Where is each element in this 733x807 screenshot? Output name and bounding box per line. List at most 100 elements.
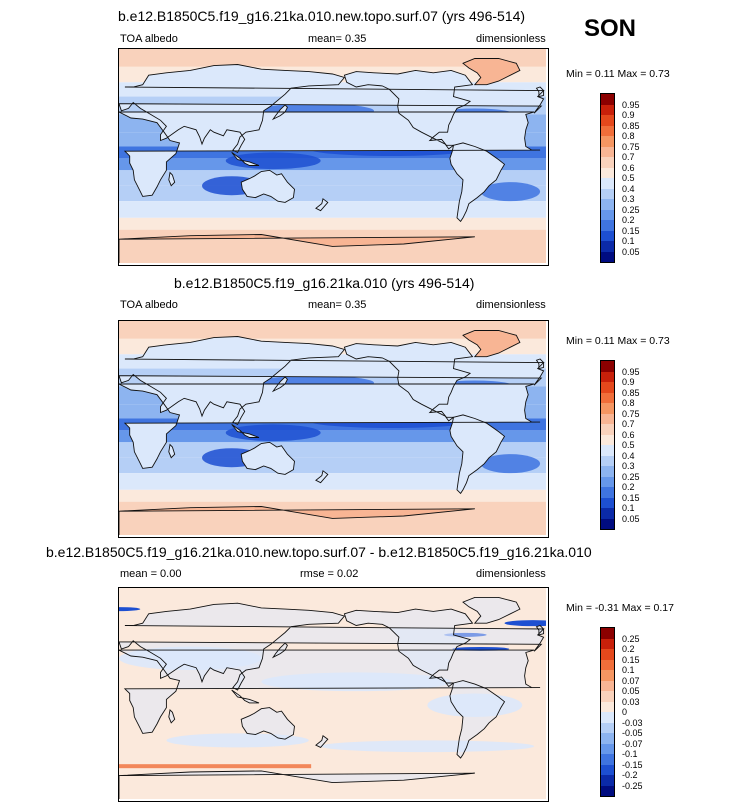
panel1-map: [118, 48, 549, 266]
colorbar-tick-label: 0.3: [622, 461, 635, 471]
colorbar-swatch: [601, 712, 614, 723]
colorbar-swatch: [601, 659, 614, 670]
panel2-units-label: dimensionless: [476, 299, 546, 311]
colorbar-tick-label: -0.03: [622, 717, 643, 728]
panel3-units-label: dimensionless: [476, 568, 546, 580]
colorbar-tick-label: 0.05: [622, 686, 640, 696]
colorbar-tick-label: 0.1: [622, 503, 635, 513]
colorbar-swatch: [601, 188, 614, 199]
colorbar-swatch: [601, 466, 614, 477]
panel1-mean-label: mean= 0.35: [308, 33, 367, 45]
panel2-colorbar: [600, 360, 615, 530]
colorbar-tick-label: 0.7: [622, 152, 635, 162]
colorbar-swatch: [601, 638, 614, 649]
colorbar-swatch: [601, 361, 614, 372]
colorbar-swatch: [601, 455, 614, 466]
colorbar-swatch: [601, 136, 614, 147]
panel1-colorbar: [600, 93, 615, 263]
colorbar-swatch: [601, 125, 614, 136]
colorbar-swatch: [601, 230, 614, 241]
colorbar-swatch: [601, 743, 614, 754]
panel3-colorbar: [600, 627, 615, 797]
colorbar-swatch: [601, 241, 614, 252]
colorbar-swatch: [601, 178, 614, 189]
colorbar-tick-label: -0.15: [622, 759, 643, 770]
colorbar-swatch: [601, 220, 614, 231]
panel2-minmax: Min = 0.11 Max = 0.73: [566, 335, 670, 347]
colorbar-swatch: [601, 392, 614, 403]
panel2-mean-label: mean= 0.35: [308, 299, 367, 311]
colorbar-tick-label: -0.1: [622, 749, 638, 759]
colorbar-swatch: [601, 722, 614, 733]
colorbar-swatch: [601, 413, 614, 424]
colorbar-tick-label: 0.1: [622, 665, 635, 675]
colorbar-swatch: [601, 434, 614, 445]
colorbar-tick-label: 0.05: [622, 246, 640, 257]
panel2-variable-label: TOA albedo: [120, 299, 178, 311]
colorbar-tick-label: 0.3: [622, 194, 635, 204]
colorbar-tick-label: 0.85: [622, 387, 640, 398]
colorbar-swatch: [601, 209, 614, 220]
panel1-title: b.e12.B1850C5.f19_g16.21ka.010.new.topo.…: [118, 8, 526, 24]
colorbar-tick-label: 0.15: [622, 225, 640, 236]
colorbar-tick-label: 0.9: [622, 110, 635, 120]
colorbar-swatch: [601, 701, 614, 712]
colorbar-tick-label: 0.05: [622, 513, 640, 524]
colorbar-swatch: [601, 94, 614, 105]
colorbar-swatch: [601, 157, 614, 168]
colorbar-tick-label: 0.5: [622, 173, 635, 183]
panel1-units-label: dimensionless: [476, 33, 546, 45]
colorbar-swatch: [601, 251, 614, 262]
panel1-minmax: Min = 0.11 Max = 0.73: [566, 68, 670, 80]
colorbar-tick-label: 0.25: [622, 204, 640, 215]
colorbar-swatch: [601, 775, 614, 786]
colorbar-swatch: [601, 691, 614, 702]
colorbar-tick-label: 0.6: [622, 429, 635, 440]
panel2-title: b.e12.B1850C5.f19_g16.21ka.010 (yrs 496-…: [174, 275, 475, 291]
colorbar-swatch: [601, 445, 614, 456]
colorbar-tick-label: 0.2: [622, 215, 635, 225]
colorbar-tick-label: 0.9: [622, 377, 635, 387]
panel2-map: [118, 320, 549, 538]
colorbar-tick-label: -0.05: [622, 728, 643, 738]
colorbar-tick-label: 0.03: [622, 696, 640, 707]
colorbar-swatch: [601, 670, 614, 681]
colorbar-tick-label: 0.95: [622, 99, 640, 110]
colorbar-tick-label: -0.25: [622, 780, 643, 791]
colorbar-tick-label: 0.4: [622, 450, 635, 461]
panel3-mean-label: mean = 0.00: [120, 568, 182, 580]
colorbar-swatch: [601, 424, 614, 435]
colorbar-swatch: [601, 403, 614, 414]
colorbar-swatch: [601, 649, 614, 660]
colorbar-swatch: [601, 764, 614, 775]
panel3-map: [118, 587, 549, 802]
colorbar-swatch: [601, 785, 614, 796]
colorbar-tick-label: 0.75: [622, 408, 640, 419]
colorbar-tick-label: 0.8: [622, 398, 635, 408]
colorbar-swatch: [601, 104, 614, 115]
colorbar-swatch: [601, 497, 614, 508]
colorbar-swatch: [601, 382, 614, 393]
colorbar-tick-label: 0.95: [622, 366, 640, 377]
colorbar-tick-label: 0.7: [622, 419, 635, 429]
colorbar-tick-label: -0.2: [622, 770, 638, 780]
colorbar-swatch: [601, 754, 614, 765]
colorbar-tick-label: 0.25: [622, 633, 640, 644]
colorbar-tick-label: 0.07: [622, 675, 640, 686]
colorbar-tick-label: -0.07: [622, 738, 643, 749]
panel3-minmax: Min = -0.31 Max = 0.17: [566, 602, 674, 614]
colorbar-tick-label: 0.4: [622, 183, 635, 194]
colorbar-swatch: [601, 628, 614, 639]
season-label: SON: [584, 15, 637, 42]
colorbar-swatch: [601, 199, 614, 210]
panel3-title: b.e12.B1850C5.f19_g16.21ka.010.new.topo.…: [46, 544, 592, 560]
colorbar-swatch: [601, 167, 614, 178]
colorbar-tick-label: 0.15: [622, 492, 640, 503]
colorbar-swatch: [601, 487, 614, 498]
panel3-rmse-label: rmse = 0.02: [300, 568, 359, 580]
colorbar-tick-label: 0: [622, 707, 628, 717]
colorbar-swatch: [601, 115, 614, 126]
colorbar-tick-label: 0.15: [622, 654, 640, 665]
colorbar-swatch: [601, 508, 614, 519]
colorbar-tick-label: 0.1: [622, 236, 635, 246]
